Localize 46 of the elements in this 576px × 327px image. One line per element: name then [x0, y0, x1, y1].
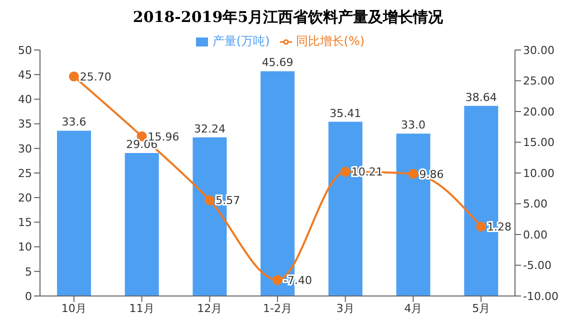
x-tick-label: 5月: [472, 302, 490, 315]
y-tick-label: 45: [18, 68, 32, 82]
y2-tick-label: 0.00: [523, 228, 548, 242]
point: [476, 222, 486, 232]
data-label: 33.6: [62, 116, 86, 129]
y-tick-label: 40: [18, 93, 32, 106]
y2-tick-label: 30.00: [523, 44, 554, 57]
y2-tick-label: 20.00: [523, 105, 554, 118]
y-tick-label: 10: [18, 240, 32, 254]
data-label: 25.70: [80, 70, 112, 84]
y2-tick-label: -5.00: [523, 259, 552, 272]
y2-tick-label: 15.00: [523, 136, 554, 150]
x-tick-label: 12月: [197, 302, 222, 315]
y-tick-label: 15: [18, 216, 32, 230]
legend-label: 产量(万吨): [212, 34, 270, 48]
y2-tick-label: 25.00: [523, 74, 554, 88]
data-label: 33.0: [401, 118, 426, 132]
x-tick-label: 1-2月: [263, 302, 292, 315]
point: [68, 71, 79, 82]
data-label: 38.64: [465, 90, 497, 104]
x-tick-label: 10月: [61, 302, 86, 315]
y2-tick-label: -10.00: [523, 290, 558, 303]
point: [204, 195, 215, 206]
y2-tick-label: 10.00: [523, 166, 554, 180]
data-label: 32.24: [194, 122, 226, 136]
chart-title: 2018-2019年5月江西省饮料产量及增长情况: [132, 8, 444, 28]
data-label: 10.21: [351, 166, 383, 179]
bar: [57, 130, 91, 296]
legend-label: 同比增长(%): [296, 34, 365, 48]
bar: [124, 153, 159, 296]
point: [272, 275, 282, 286]
y-tick-label: 20: [18, 192, 32, 205]
y-tick-label: 35: [18, 118, 32, 131]
y-tick-label: 30: [18, 142, 32, 156]
point: [408, 168, 418, 179]
y-tick-label: 50: [18, 44, 32, 57]
x-tick-label: 11月: [129, 302, 154, 315]
x-tick-label: 4月: [404, 302, 422, 315]
y-tick-label: 5: [25, 265, 32, 278]
x-tick-label: 3月: [336, 302, 354, 315]
y2-tick-label: 5.00: [523, 198, 548, 211]
data-label: 45.69: [262, 56, 294, 70]
data-label: 35.41: [330, 106, 362, 120]
y-tick-label: 25: [18, 166, 32, 180]
y-tick-label: 0: [25, 290, 32, 303]
point: [340, 166, 350, 177]
